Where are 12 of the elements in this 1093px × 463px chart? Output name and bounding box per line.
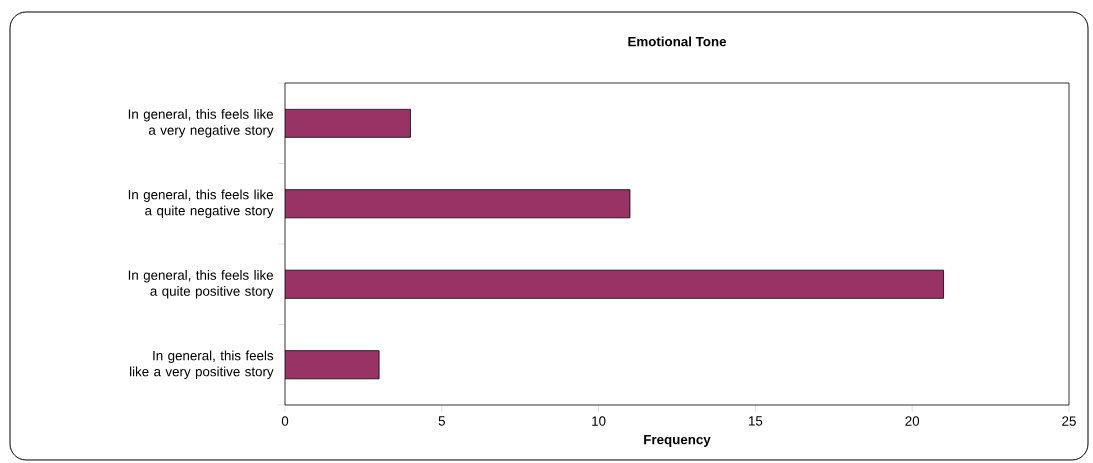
- x-tick-label: 20: [905, 416, 920, 426]
- chart-title: Emotional Tone: [628, 36, 727, 47]
- x-axis-title: Frequency: [644, 434, 711, 447]
- y-tick-label: In general, this feels like a very negative story: [128, 109, 274, 138]
- y-tick-label: In general, this feels like a quite positive story: [128, 270, 274, 299]
- y-tick-label: In general, this feels like a very positive story: [130, 350, 274, 379]
- y-tick-label: In general, this feels like a quite negative story: [128, 189, 274, 218]
- x-tick-label: 0: [281, 416, 289, 426]
- x-tick-label: 10: [592, 416, 606, 426]
- x-tick-label: 5: [438, 416, 445, 426]
- x-tick-label: 15: [749, 416, 763, 426]
- x-tick-label: 25: [1062, 416, 1076, 426]
